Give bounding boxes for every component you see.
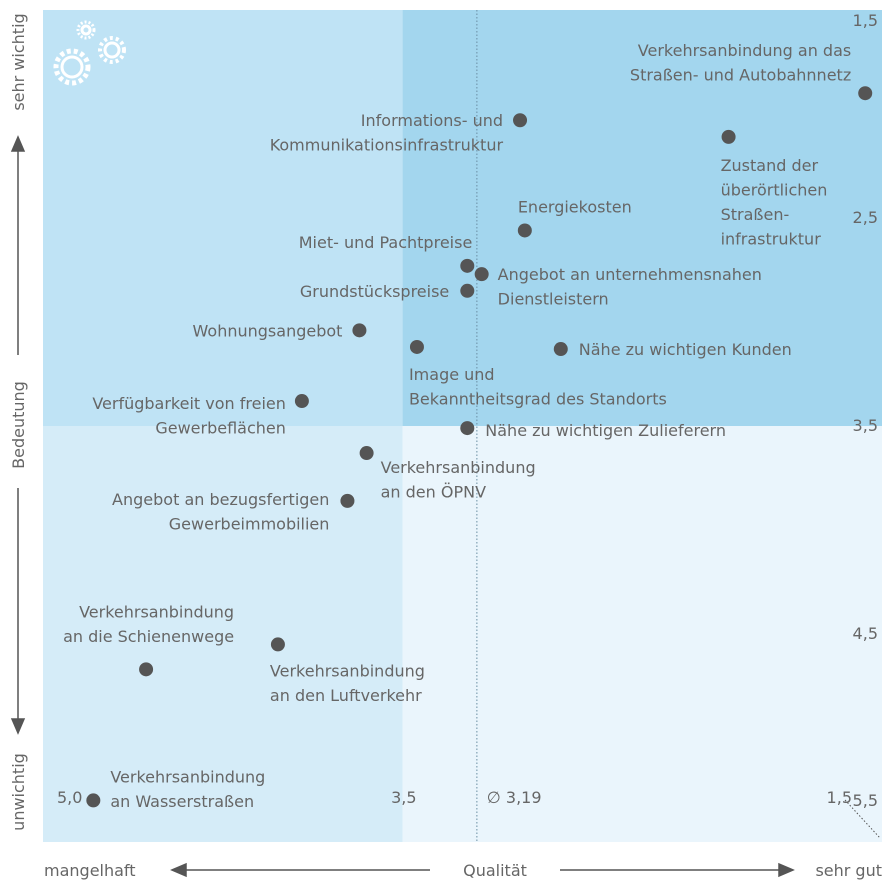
point-label: Verkehrsanbindung bbox=[270, 661, 425, 680]
x-tick-label: 3,5 bbox=[391, 788, 416, 807]
point bbox=[474, 267, 489, 282]
point-label: Informations- und bbox=[361, 111, 503, 130]
point-label: Nähe zu wichtigen Zulieferern bbox=[485, 421, 726, 440]
point-label: Straßen- bbox=[721, 205, 790, 224]
point bbox=[270, 637, 285, 652]
point bbox=[139, 662, 154, 677]
x-axis-label: Qualität bbox=[463, 861, 527, 880]
point-label: Verkehrsanbindung bbox=[381, 458, 536, 477]
quadrant bbox=[402, 10, 882, 426]
point-label: an den Luftverkehr bbox=[270, 686, 422, 705]
point bbox=[340, 493, 355, 508]
point bbox=[517, 223, 532, 238]
y-tick-label: 1,5 bbox=[853, 11, 878, 30]
point bbox=[721, 129, 736, 144]
point-label: Bekanntheitsgrad des Standorts bbox=[409, 389, 667, 408]
point-label: Miet- und Pachtpreise bbox=[299, 233, 473, 252]
point-label: Dienstleistern bbox=[498, 290, 609, 309]
quadrant bbox=[402, 426, 882, 842]
point-label: Angebot an bezugsfertigen bbox=[112, 490, 329, 509]
point bbox=[513, 113, 528, 128]
quadrant bbox=[43, 426, 403, 842]
point-label: an Wasserstraßen bbox=[110, 792, 254, 811]
point-label: Zustand der bbox=[721, 156, 819, 175]
point bbox=[86, 793, 101, 808]
quadrant bbox=[43, 10, 403, 426]
point-label: Verfügbarkeit von freien bbox=[92, 394, 286, 413]
point-label: Energiekosten bbox=[518, 197, 632, 216]
point-label: infrastruktur bbox=[721, 229, 822, 248]
point bbox=[553, 342, 568, 357]
point bbox=[460, 421, 475, 436]
point-label: Gewerbeflächen bbox=[155, 419, 286, 438]
point bbox=[352, 323, 367, 338]
y-tick-label: 5,5 bbox=[853, 791, 878, 810]
point-label: an die Schienenwege bbox=[63, 627, 234, 646]
x-high-label: sehr gut bbox=[815, 861, 882, 880]
y-axis-label: Bedeutung bbox=[9, 381, 28, 469]
point-label: an den ÖPNV bbox=[381, 483, 486, 502]
gears bbox=[53, 20, 126, 86]
x-tick-label: 5,0 bbox=[57, 788, 82, 807]
point-label: Angebot an unternehmensnahen bbox=[498, 265, 762, 284]
point-label: Straßen- und Autobahnnetz bbox=[630, 66, 851, 85]
point-label: Verkehrsanbindung bbox=[79, 602, 234, 621]
point-label: Nähe zu wichtigen Kunden bbox=[579, 340, 792, 359]
point-label: Image und bbox=[409, 365, 495, 384]
point bbox=[359, 446, 374, 461]
corner-mark bbox=[844, 799, 881, 839]
point bbox=[294, 394, 309, 409]
x-low-label: mangelhaft bbox=[44, 861, 136, 880]
point-label: Verkehrsanbindung an das bbox=[638, 41, 851, 60]
point bbox=[858, 86, 873, 101]
point-label: Verkehrsanbindung bbox=[110, 767, 265, 786]
x-tick-label: 1,5 bbox=[827, 788, 852, 807]
y-tick-label: 2,5 bbox=[853, 208, 878, 227]
y-high-label: sehr wichtig bbox=[9, 13, 28, 110]
mean-label: ∅ 3,19 bbox=[487, 788, 542, 807]
point bbox=[460, 283, 475, 298]
point-label: Grundstückspreise bbox=[300, 282, 449, 301]
point-label: überörtlichen bbox=[721, 180, 828, 199]
point-label: Gewerbeimmobilien bbox=[169, 514, 330, 533]
point-label: Kommunikationsinfrastruktur bbox=[270, 136, 504, 155]
point bbox=[460, 258, 475, 273]
axis-arrows bbox=[10, 135, 795, 878]
point-label: Wohnungsangebot bbox=[193, 321, 343, 340]
y-tick-label: 3,5 bbox=[853, 416, 878, 435]
point bbox=[409, 339, 424, 354]
y-low-label: unwichtig bbox=[9, 753, 28, 831]
y-tick-label: 4,5 bbox=[853, 624, 878, 643]
